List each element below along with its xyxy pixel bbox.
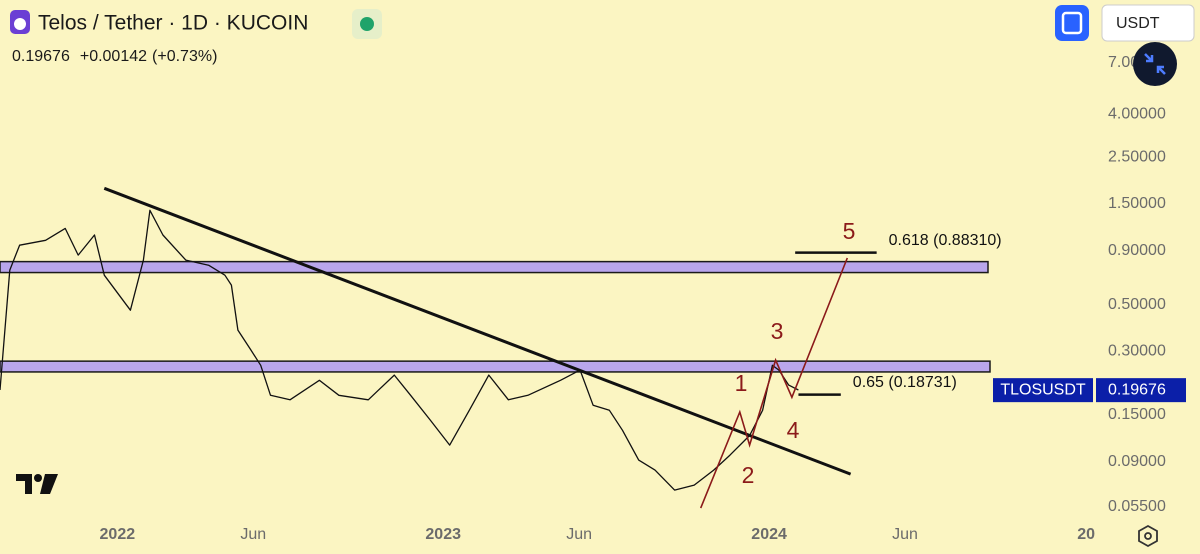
change-pct: (+0.73%) <box>152 48 217 65</box>
plot-area: 1 2 3 4 5 0.618 (0.88310) 0.65 (0.18731) <box>0 186 1002 509</box>
y-tick-label: 0.09000 <box>1108 453 1166 470</box>
last-price: 0.19676 <box>12 48 70 65</box>
trend-line <box>103 186 852 476</box>
wave-label: 5 <box>843 218 856 244</box>
y-tick-label: 0.05500 <box>1108 498 1166 515</box>
fib-label: 0.65 (0.18731) <box>853 374 957 391</box>
tradingview-logo <box>16 474 58 494</box>
price-zone <box>0 260 989 274</box>
status-dot <box>360 17 374 31</box>
chart-title: Telos / Tether · 1D · KUCOIN <box>38 12 308 35</box>
quote: 0.19676 +0.00142 (+0.73%) <box>12 48 217 65</box>
wave-label: 3 <box>771 318 784 344</box>
x-tick-label: 2023 <box>425 526 461 543</box>
y-tick-label: 0.90000 <box>1108 242 1166 259</box>
symbol-tag <box>993 378 1093 403</box>
x-tick-label: 2022 <box>100 526 136 543</box>
change: +0.00142 <box>80 48 147 65</box>
y-tick-label: 0.15000 <box>1108 406 1166 423</box>
currency-dropdown[interactable]: USDT <box>1101 4 1195 42</box>
price-line <box>0 209 799 491</box>
currency: USDT <box>1116 15 1160 32</box>
price-tag-label: 0.19676 <box>1108 381 1166 398</box>
y-tick-label: 0.50000 <box>1108 296 1166 313</box>
x-tick-label: Jun <box>566 526 592 543</box>
y-tick-label: 2.50000 <box>1108 148 1166 165</box>
settings-button[interactable] <box>1138 524 1158 548</box>
wave-path <box>699 257 849 509</box>
collapse-button[interactable] <box>1133 42 1177 86</box>
wave-label: 4 <box>787 417 800 443</box>
x-tick-label: 2025 <box>1077 526 1113 543</box>
x-axis: 2022 Jun 2023 Jun 2024 Jun 2025 <box>100 526 1113 543</box>
y-tick-label: 0.30000 <box>1108 343 1166 360</box>
y-axis: 7.000004.000002.500001.500000.900000.500… <box>993 54 1186 515</box>
price-zone <box>0 360 991 373</box>
symbol-logo <box>10 10 30 34</box>
symbol-tag-label: TLOSUSDT <box>1000 381 1086 398</box>
x-tick-label: 2024 <box>751 526 787 543</box>
y-tick-label: 4.00000 <box>1108 105 1166 122</box>
wave-label: 1 <box>735 370 748 396</box>
x-tick-label: Jun <box>240 526 266 543</box>
y-tick-label: 1.50000 <box>1108 195 1166 212</box>
price-tag <box>1096 378 1186 403</box>
wave-label: 2 <box>742 462 755 488</box>
fullscreen-button[interactable] <box>1055 5 1089 41</box>
x-tick-label: Jun <box>892 526 918 543</box>
fib-label: 0.618 (0.88310) <box>889 232 1002 249</box>
